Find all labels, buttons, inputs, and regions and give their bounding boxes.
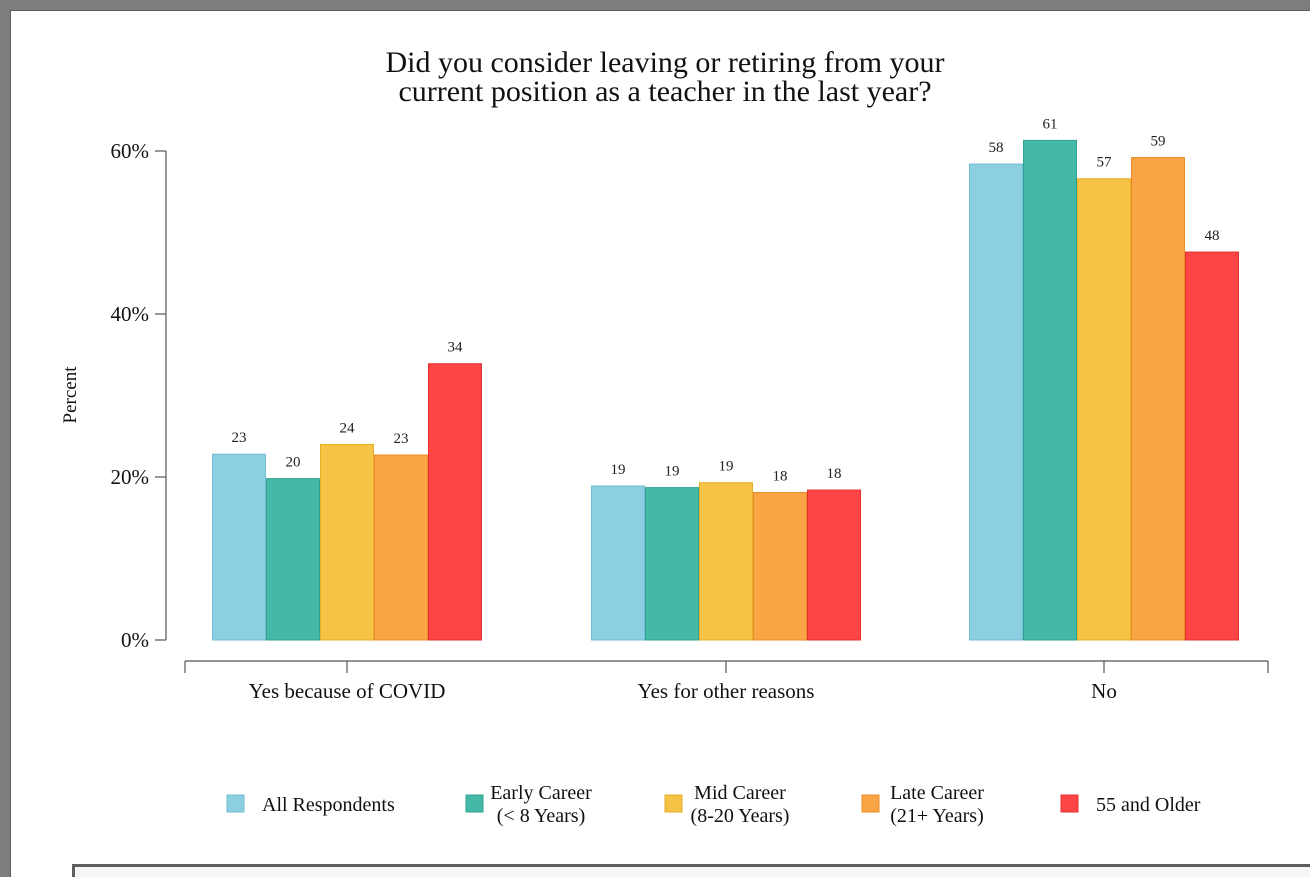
bar (374, 454, 428, 641)
bar (753, 491, 807, 641)
bar (699, 482, 753, 641)
legend-label: 55 and Older (1096, 794, 1201, 816)
chart: Did you consider leaving or retiring fro… (60, 46, 1269, 827)
legend-label: Early Career (490, 782, 592, 804)
bar (266, 478, 320, 641)
x-tick-label: Yes for other reasons (638, 679, 815, 703)
chart-panel: Did you consider leaving or retiring fro… (10, 10, 1310, 877)
bar (807, 489, 861, 641)
legend-label: (8-20 Years) (691, 805, 790, 827)
data-label: 34 (448, 340, 464, 356)
data-label: 57 (1097, 155, 1113, 171)
data-label: 18 (827, 466, 842, 482)
data-label: 19 (719, 459, 734, 475)
bar (645, 487, 699, 641)
data-label: 48 (1205, 228, 1220, 244)
bar (212, 453, 266, 641)
data-label: 61 (1043, 116, 1058, 132)
legend-swatch (465, 794, 484, 813)
y-tick-label: 20% (111, 465, 150, 489)
bar (591, 485, 645, 641)
bar (1131, 157, 1185, 641)
legend-label: All Respondents (262, 794, 395, 816)
legend-swatch (1060, 794, 1079, 813)
x-tick-label: No (1091, 679, 1117, 703)
legend-swatch (861, 794, 880, 813)
chart-title-line: Did you consider leaving or retiring fro… (385, 46, 944, 79)
y-tick-label: 0% (121, 628, 149, 652)
data-label: 59 (1151, 134, 1166, 150)
y-tick-label: 40% (111, 302, 150, 326)
bar (1023, 139, 1077, 641)
bar (428, 363, 482, 641)
legend-label: (< 8 Years) (497, 805, 586, 827)
legend-label: Late Career (890, 782, 984, 804)
bar (1185, 251, 1239, 641)
y-axis-title: Percent (60, 366, 81, 424)
bar (320, 443, 374, 641)
data-label: 18 (773, 468, 788, 484)
data-label: 23 (232, 430, 247, 446)
data-label: 24 (340, 420, 356, 436)
chart-title-line: current position as a teacher in the las… (398, 75, 931, 108)
data-label: 19 (611, 462, 626, 478)
legend-swatch (226, 794, 245, 813)
data-label: 23 (394, 431, 409, 447)
footer-panel (72, 864, 1310, 877)
x-tick-label: Yes because of COVID (249, 679, 446, 703)
y-tick-label: 60% (111, 139, 150, 163)
data-label: 19 (665, 464, 680, 480)
bar (1077, 178, 1131, 641)
legend-label: Mid Career (694, 782, 786, 804)
legend-label: (21+ Years) (890, 805, 984, 827)
data-label: 20 (286, 455, 301, 471)
legend-swatch (664, 794, 683, 813)
data-label: 58 (989, 140, 1004, 156)
bar (969, 163, 1023, 641)
